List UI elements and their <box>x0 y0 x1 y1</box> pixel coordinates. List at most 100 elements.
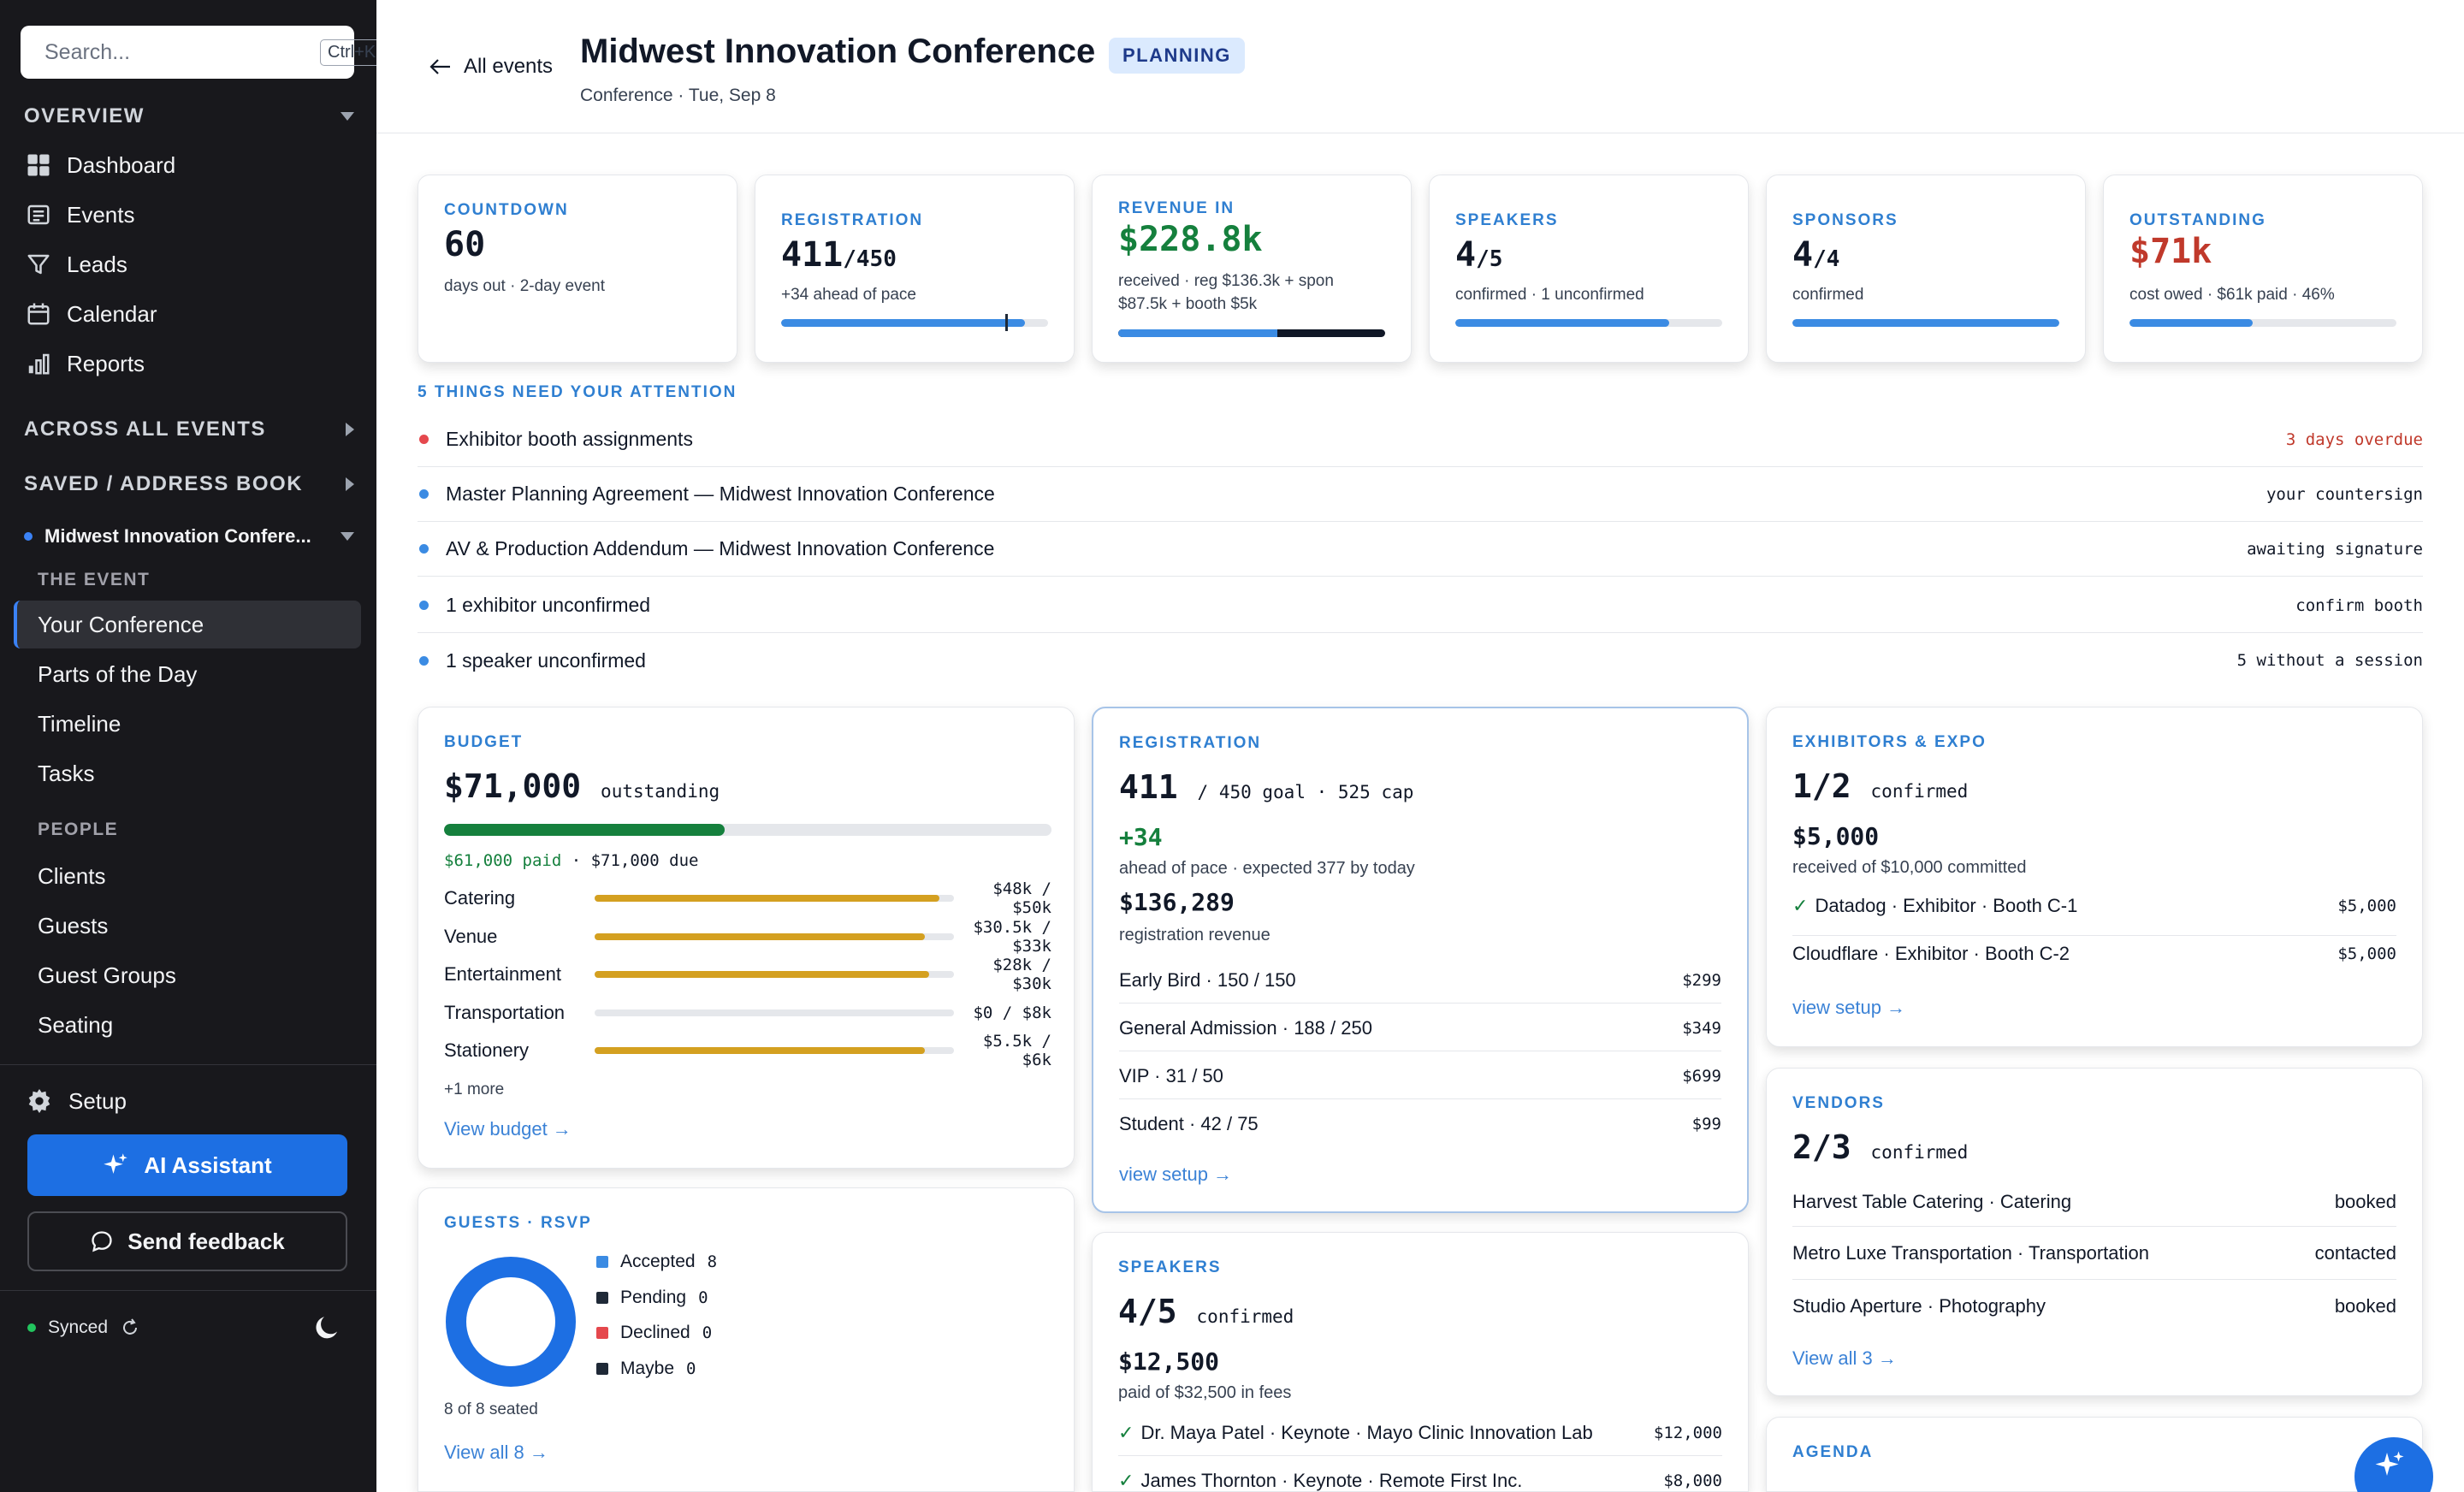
page-title: Midwest Innovation Conference <box>580 33 1096 70</box>
ticket-tier-row[interactable]: Early Bird · 150 / 150 $299 <box>1119 965 1721 996</box>
search-input[interactable] <box>44 39 320 65</box>
view-all-guests-link[interactable]: View all 8 → <box>444 1442 548 1463</box>
kpi-revenue[interactable]: REVENUE IN $228.8k received · reg $136.3… <box>1092 175 1412 363</box>
nav-guest-groups[interactable]: Guest Groups <box>38 962 176 988</box>
check-icon: ✓ <box>1118 1422 1134 1443</box>
ai-assistant-button[interactable]: AI Assistant <box>27 1134 347 1196</box>
nav-leads[interactable]: Leads <box>26 243 127 286</box>
kpi-sponsors-total: /4 <box>1813 246 1840 272</box>
ticket-tier-name: Early Bird · 150 / 150 <box>1119 969 1296 991</box>
nav-parts-of-the-day[interactable]: Parts of the Day <box>38 660 198 687</box>
nav-setup[interactable]: Setup <box>26 1080 127 1122</box>
nav-calendar[interactable]: Calendar <box>26 293 157 335</box>
budget-line[interactable]: Stationery $5.5k / $6k <box>444 1032 1051 1069</box>
saved-section-toggle[interactable]: SAVED / ADDRESS BOOK <box>24 472 354 496</box>
speaker-row[interactable]: ✓ Dr. Maya Patel · Keynote · Mayo Clinic … <box>1118 1418 1722 1448</box>
kpi-countdown[interactable]: COUNTDOWN 60 days out · 2-day event <box>418 175 737 363</box>
vendor-name: Metro Luxe Transportation · Transportati… <box>1792 1242 2149 1264</box>
send-feedback-button[interactable]: Send feedback <box>27 1211 347 1271</box>
nav-seating[interactable]: Seating <box>38 1011 114 1038</box>
chat-bubble-icon <box>92 1231 112 1252</box>
vendors-count-value: 2/3 <box>1792 1128 1851 1166</box>
nav-tasks[interactable]: Tasks <box>38 760 95 786</box>
budget-line-name: Venue <box>444 926 498 947</box>
search-box[interactable]: Ctrl+K <box>21 26 384 79</box>
sparkle-icon <box>104 1153 128 1174</box>
kpi-registration-goal: /450 <box>843 246 897 272</box>
kpi-revenue-value: $228.8k <box>1118 220 1263 259</box>
legend-count: 0 <box>702 1323 713 1342</box>
budget-line[interactable]: Transportation $0 / $8k <box>444 1000 1051 1026</box>
vendor-row[interactable]: Harvest Table Catering · Catering booked <box>1792 1187 2396 1217</box>
kpi-registration[interactable]: REGISTRATION 411/450 +34 ahead of pace <box>755 175 1075 363</box>
kpi-sponsors[interactable]: SPONSORS 4/4 confirmed <box>1766 175 2086 363</box>
speakers-fees-desc: paid of $32,500 in fees <box>1118 1383 1292 1402</box>
registration-card: REGISTRATION 411 / 450 goal · 525 cap +3… <box>1092 707 1749 1213</box>
exhibitors-count: 1/2 confirmed <box>1792 767 1968 805</box>
budget-line[interactable]: Catering $48k / $50k <box>444 879 1051 917</box>
vendor-status: booked <box>2334 1295 2396 1317</box>
attention-dot <box>419 435 429 444</box>
attention-item-status: 5 without a session <box>2236 651 2423 670</box>
legend-count: 0 <box>686 1359 696 1378</box>
budget-paid-text: $61,000 paid <box>444 851 562 870</box>
page-subtitle: Conference · Tue, Sep 8 <box>580 86 776 105</box>
people-group-label: PEOPLE <box>38 820 119 839</box>
speaker-row[interactable]: ✓ James Thornton · Keynote · Remote First… <box>1118 1465 1722 1492</box>
exhibitors-view-setup-link[interactable]: view setup → <box>1792 997 1906 1018</box>
budget-more[interactable]: +1 more <box>444 1081 505 1098</box>
kpi-speakers-desc: confirmed · 1 unconfirmed <box>1455 286 1644 304</box>
across-events-label: ACROSS ALL EVENTS <box>24 417 266 441</box>
budget-line[interactable]: Entertainment $28k / $30k <box>444 956 1051 993</box>
attention-item[interactable]: 1 speaker unconfirmed 5 without a sessio… <box>418 633 2423 688</box>
back-to-all-events-link[interactable]: All events <box>428 55 553 79</box>
nav-clients[interactable]: Clients <box>38 862 106 889</box>
event-selector[interactable]: Midwest Innovation Confere... <box>24 525 354 548</box>
exhibitor-row[interactable]: Cloudflare · Exhibitor · Booth C-2 $5,000 <box>1792 938 2396 969</box>
speaker-name: James Thornton · Keynote · Remote First … <box>1140 1470 1523 1491</box>
refresh-icon[interactable] <box>120 1317 140 1338</box>
attention-item[interactable]: Exhibitor booth assignments 3 days overd… <box>418 412 2423 467</box>
overview-section-toggle[interactable]: OVERVIEW <box>24 104 354 128</box>
speaker-name: Dr. Maya Patel · Keynote · Mayo Clinic I… <box>1140 1422 1593 1443</box>
speakers-fees: $12,500 <box>1118 1347 1220 1376</box>
speakers-count-value: 4/5 <box>1118 1293 1177 1330</box>
nav-your-conference[interactable]: Your Conference <box>14 601 361 648</box>
registration-revenue: $136,289 <box>1119 888 1235 916</box>
sync-status: Synced <box>27 1317 140 1338</box>
kpi-speakers[interactable]: SPEAKERS 4/5 confirmed · 1 unconfirmed <box>1429 175 1749 363</box>
budget-line-value: $28k / $30k <box>992 956 1051 993</box>
budget-card-label: BUDGET <box>444 733 524 751</box>
nav-reports[interactable]: Reports <box>26 342 145 385</box>
across-events-section-toggle[interactable]: ACROSS ALL EVENTS <box>24 417 354 441</box>
kpi-outstanding[interactable]: OUTSTANDING $71k cost owed · $61k paid ·… <box>2103 175 2423 363</box>
exhibitor-row[interactable]: ✓ Datadog · Exhibitor · Booth C-1 $5,000 <box>1792 891 2396 921</box>
nav-events[interactable]: Events <box>26 193 135 236</box>
kpi-outstanding-progress <box>2129 319 2396 327</box>
attention-item[interactable]: 1 exhibitor unconfirmed confirm booth <box>418 578 2423 633</box>
rsvp-donut-chart <box>446 1257 576 1387</box>
attention-item[interactable]: AV & Production Addendum — Midwest Innov… <box>418 522 2423 577</box>
kpi-registration-count: 411 <box>781 235 844 275</box>
ticket-tier-row[interactable]: Student · 42 / 75 $99 <box>1119 1109 1721 1140</box>
attention-item-text: Exhibitor booth assignments <box>446 428 693 450</box>
speaker-fee: $12,000 <box>1653 1424 1722 1442</box>
view-all-vendors-link[interactable]: View all 3 → <box>1792 1347 1897 1369</box>
nav-timeline[interactable]: Timeline <box>38 710 121 737</box>
attention-dot <box>419 489 429 499</box>
budget-line-name: Stationery <box>444 1039 530 1061</box>
vendor-row[interactable]: Metro Luxe Transportation · Transportati… <box>1792 1238 2396 1269</box>
budget-line[interactable]: Venue $30.5k / $33k <box>444 918 1051 956</box>
kpi-speakers-label: SPEAKERS <box>1455 211 1559 229</box>
moon-icon[interactable] <box>311 1312 342 1343</box>
kpi-speakers-count: 4 <box>1455 235 1477 275</box>
attention-item-text: Master Planning Agreement — Midwest Inno… <box>446 483 995 505</box>
nav-dashboard[interactable]: Dashboard <box>26 144 175 186</box>
registration-view-setup-link[interactable]: view setup → <box>1119 1163 1233 1185</box>
ticket-tier-row[interactable]: VIP · 31 / 50 $699 <box>1119 1061 1721 1092</box>
view-budget-link[interactable]: View budget → <box>444 1118 572 1140</box>
vendor-row[interactable]: Studio Aperture · Photography booked <box>1792 1291 2396 1322</box>
nav-guests[interactable]: Guests <box>38 912 109 938</box>
ticket-tier-row[interactable]: General Admission · 188 / 250 $349 <box>1119 1013 1721 1044</box>
attention-item[interactable]: Master Planning Agreement — Midwest Inno… <box>418 467 2423 522</box>
